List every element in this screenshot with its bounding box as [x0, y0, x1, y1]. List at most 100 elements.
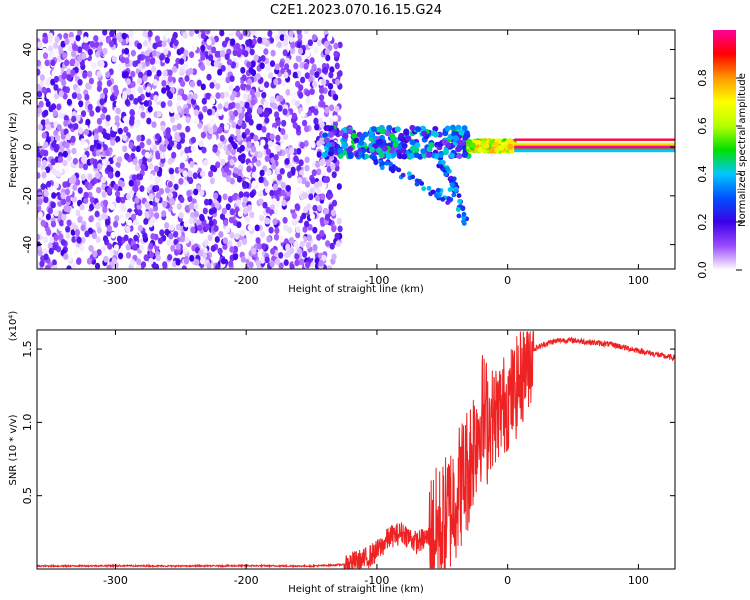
- spectrogram-cell: [285, 244, 291, 252]
- spectrogram-cell: [121, 205, 127, 213]
- spectrogram-cell: [306, 110, 312, 118]
- spectrogram-cell: [441, 139, 448, 146]
- spectrogram-cell: [307, 115, 313, 123]
- spectrogram-cell: [290, 166, 296, 174]
- spectrogram-cell: [50, 158, 56, 166]
- spectrogram-cell: [95, 51, 101, 58]
- spectrogram-cell: [95, 172, 101, 180]
- spectrogram-cell: [200, 64, 206, 71]
- spectrogram-cell: [190, 226, 196, 234]
- spectrogram-cell: [65, 205, 71, 213]
- spectrogram-cell: [275, 168, 281, 176]
- spectrogram-cell: [79, 204, 85, 211]
- spectrogram-cell: [330, 163, 336, 171]
- spectrogram-cell: [50, 201, 56, 209]
- spectrogram-cell: [461, 221, 467, 226]
- spectrogram-cell: [421, 130, 427, 137]
- spectrogram-cell: [309, 88, 315, 95]
- spectrogram-cell: [394, 126, 401, 133]
- spectrogram-cell: [240, 157, 246, 164]
- spectrogram-cell: [210, 97, 216, 105]
- spectrogram-cell: [301, 177, 307, 185]
- spectrogram-cell: [173, 230, 179, 238]
- spectrogram-cell: [312, 204, 318, 212]
- spectrogram-cell: [182, 32, 188, 39]
- spectrogram-cell: [66, 265, 72, 269]
- spectrogram-cell: [180, 80, 186, 87]
- spectrogram-cell: [305, 50, 311, 58]
- spectrogram-cell: [160, 101, 166, 109]
- spectrogram-cell: [273, 30, 279, 36]
- spectrogram-cell: [89, 264, 95, 269]
- spectrogram-cell: [106, 264, 112, 269]
- spectrogram-cell: [115, 135, 121, 143]
- spectrogram-cell: [146, 69, 152, 77]
- spectrogram-cell: [206, 43, 212, 51]
- spectrogram-cell: [223, 187, 229, 195]
- spectrogram-cell: [298, 84, 304, 91]
- spectrogram-cell: [221, 40, 228, 48]
- spectrogram-cell: [246, 165, 252, 173]
- spectrogram-cell: [61, 214, 67, 221]
- spectrogram-cell: [231, 148, 237, 156]
- spectrogram-cell: [267, 30, 273, 38]
- spectrogram-cell: [60, 133, 66, 140]
- spectrogram-cell: [257, 151, 263, 159]
- spectrogram-cell: [217, 103, 223, 110]
- spectrogram-cell: [51, 70, 57, 77]
- spectrogram-cell: [302, 192, 308, 200]
- spectrogram-cell: [400, 172, 406, 178]
- spectrogram-cell: [88, 77, 94, 85]
- spectrogram-cell: [304, 220, 310, 228]
- spectrogram-cell: [296, 41, 302, 49]
- spectrogram-cell: [298, 159, 304, 167]
- spectrogram-cell: [75, 87, 81, 94]
- y-tick-label: 0.5: [21, 487, 34, 505]
- spectrogram-cell: [143, 40, 149, 47]
- spectrogram-cell: [175, 258, 181, 266]
- x-tick-label: 0: [504, 574, 511, 587]
- spectrogram-cell: [95, 202, 101, 210]
- x-tick-label: -300: [103, 574, 128, 587]
- spectrogram-cell: [109, 94, 116, 102]
- spectrogram-cell: [287, 226, 293, 234]
- spectrogram-cell: [148, 257, 154, 265]
- spectrogram-cell: [68, 31, 74, 39]
- spectrogram-cell: [193, 126, 199, 134]
- spectrogram-cell: [234, 233, 240, 240]
- spectrogram-cell: [254, 224, 260, 232]
- spectrogram-cell: [118, 65, 124, 72]
- spectrogram-cell: [311, 34, 317, 41]
- spectrogram-cell: [224, 101, 230, 109]
- spectrogram-cell: [146, 138, 152, 146]
- spectrogram-cell: [273, 233, 280, 241]
- spectrogram-cell: [43, 196, 49, 204]
- spectrogram-cell: [50, 103, 57, 111]
- spectrogram-cell: [217, 109, 223, 117]
- spectrogram-cell: [198, 249, 204, 257]
- spectrogram-cell: [200, 257, 206, 265]
- spectrogram-cell: [151, 50, 158, 57]
- spectrogram-cell: [461, 152, 468, 158]
- spectrogram-cell: [239, 144, 245, 152]
- spectrogram-cell: [300, 76, 306, 84]
- spectrogram-cell: [207, 108, 213, 116]
- spectrogram-cell: [115, 161, 121, 169]
- spectrogram-cell: [162, 200, 168, 208]
- spectrogram-cell: [451, 192, 457, 198]
- spectrogram-cell: [208, 127, 214, 135]
- spectrogram-cell: [161, 210, 167, 218]
- spectrogram-cell: [137, 54, 143, 61]
- spectrogram-cell: [248, 261, 254, 269]
- spectrogram-cell: [284, 63, 290, 71]
- spectrogram-cell: [326, 193, 332, 201]
- spectrogram-y-axis-label: Frequency (Hz): [8, 112, 19, 188]
- spectrogram-cell: [229, 75, 235, 82]
- spectrogram-cell: [110, 139, 116, 146]
- spectrogram-cell: [228, 216, 234, 224]
- spectrogram-cell: [325, 54, 331, 62]
- spectrogram-cell: [96, 186, 102, 194]
- spectrogram-cell: [41, 132, 47, 139]
- spectrogram-cell: [273, 189, 279, 197]
- spectrogram-cell: [155, 254, 161, 262]
